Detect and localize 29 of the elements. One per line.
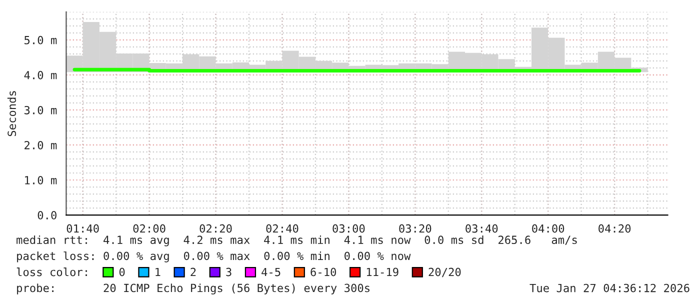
- legend-label: 20/20: [428, 268, 461, 278]
- x-tick-label: 04:00: [532, 224, 564, 233]
- legend-label: 11-19: [366, 268, 398, 276]
- y-tick-label: 3.0 m: [24, 106, 57, 114]
- y-axis-title: Seconds: [7, 91, 16, 136]
- x-tick-label: 04:20: [598, 224, 631, 233]
- x-tick-label: 02:00: [133, 224, 166, 233]
- y-tick-label: 4.0 m: [24, 70, 57, 80]
- text: Tue Jan 27 04:36:12 2026: [530, 284, 690, 292]
- y-tick-label: 0.0: [38, 211, 56, 220]
- legend-label: 3: [226, 268, 232, 276]
- x-tick-label: 02:20: [200, 224, 232, 233]
- y-tick-label: 2.0 m: [24, 140, 57, 150]
- text: median rtt: 4.1 ms avg 4.2 ms max 4.1 ms min 4.1 ms now 0.0 ms sd 265.6 am/s: [16, 235, 577, 246]
- legend-title: loss color:: [16, 268, 87, 276]
- text: packet loss: 0.00 % avg 0.00 % max 0.00 % min 0.00 % now: [17, 251, 411, 262]
- legend-label: 1: [156, 268, 160, 276]
- legend-label: 0: [119, 268, 125, 276]
- x-tick-label: 02:40: [266, 224, 298, 233]
- x-tick-label: 03:00: [332, 224, 365, 233]
- text: probe: 20 ICMP Echo Pings (56 Bytes) every 300s: [17, 284, 370, 294]
- y-tick-label: 1.0 m: [25, 176, 57, 184]
- y-tick-label: 5.0 m: [24, 36, 57, 44]
- legend-label: 2: [190, 268, 196, 276]
- x-tick-label: 01:40: [66, 224, 99, 233]
- legend-label: 6-10: [310, 268, 336, 276]
- x-tick-label: 03:20: [399, 224, 432, 233]
- x-tick-label: 03:40: [466, 224, 498, 233]
- legend-label: 4-5: [262, 268, 280, 276]
